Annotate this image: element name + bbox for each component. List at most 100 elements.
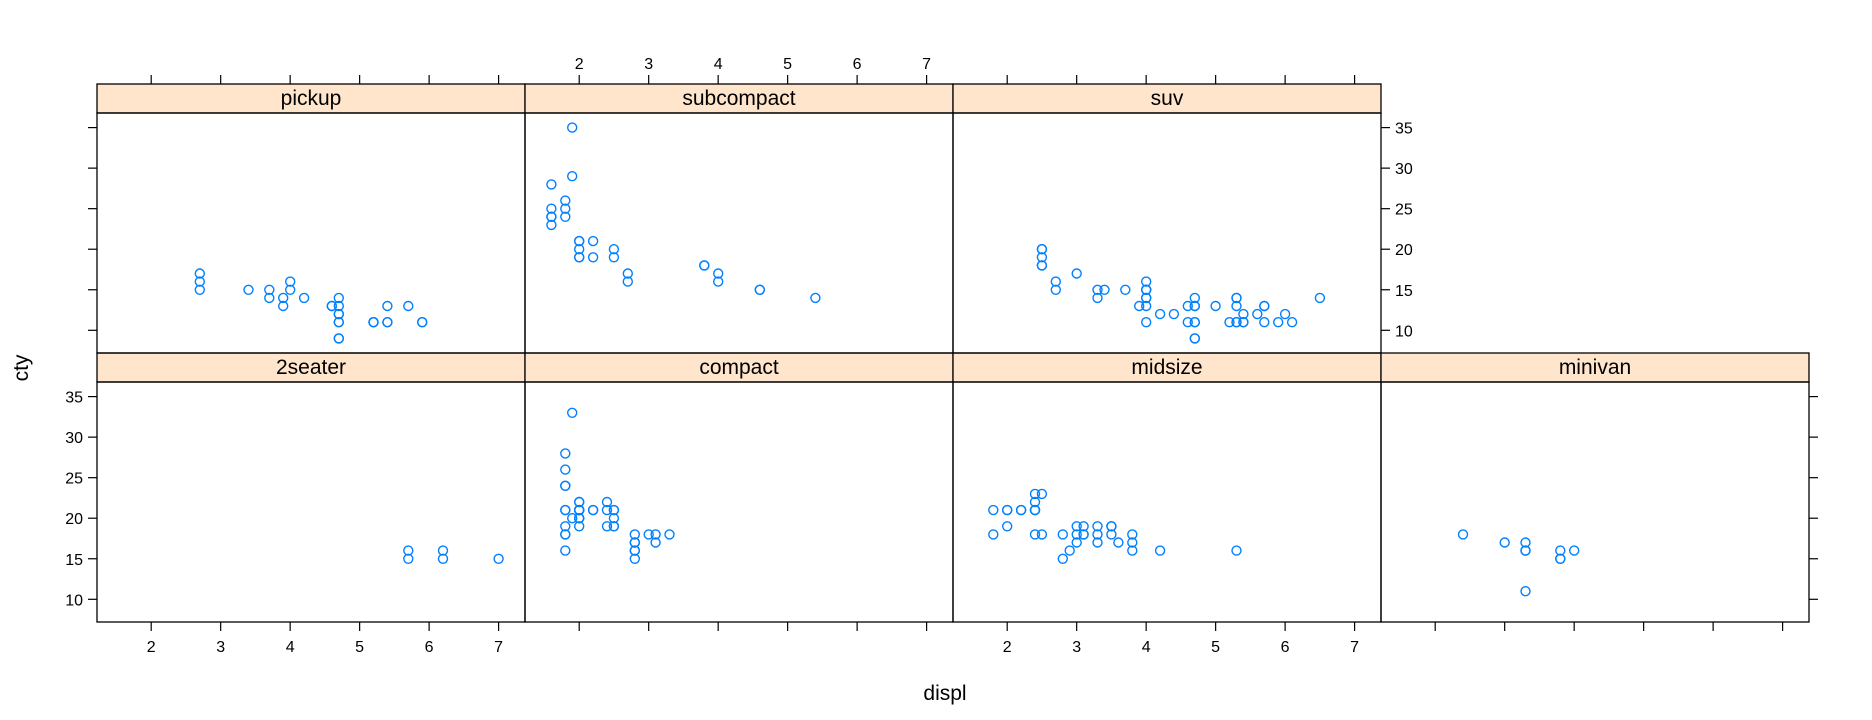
data-point <box>333 300 344 312</box>
data-point <box>601 496 613 508</box>
data-point <box>1036 252 1048 263</box>
data-point <box>713 268 724 279</box>
y-tick-label: 20 <box>65 511 83 528</box>
panel-subcompact: subcompact <box>524 83 954 354</box>
data-point <box>567 122 578 133</box>
x-tick-label: 4 <box>714 56 723 73</box>
data-point <box>1092 537 1103 548</box>
data-point <box>629 529 640 540</box>
data-point <box>650 529 661 540</box>
data-point <box>1029 504 1041 516</box>
x-tick-label: 3 <box>216 639 225 656</box>
data-point <box>546 179 557 190</box>
data-point <box>810 292 821 304</box>
y-axis-title: cty <box>10 354 33 381</box>
data-point <box>1231 317 1242 328</box>
panel-minivan: minivan <box>1380 352 1810 623</box>
data-point <box>1140 292 1152 304</box>
data-point <box>285 284 296 295</box>
strip-subcompact <box>524 83 954 114</box>
data-point <box>574 513 585 524</box>
data-point <box>298 292 310 304</box>
data-point <box>1071 537 1082 548</box>
data-point <box>1002 521 1013 532</box>
data-point <box>574 235 585 247</box>
data-point <box>403 545 414 556</box>
data-point <box>1036 529 1048 540</box>
x-tick-label: 3 <box>644 56 653 73</box>
y-tick-label: 20 <box>1395 242 1413 259</box>
panel-2seater: 2seater <box>96 352 526 623</box>
data-point <box>699 260 710 271</box>
data-point <box>1092 529 1103 540</box>
data-point <box>326 300 337 312</box>
data-point <box>1231 292 1242 304</box>
data-point <box>1189 292 1201 304</box>
data-point <box>403 300 414 312</box>
data-point <box>1106 529 1117 540</box>
x-tick-label: 4 <box>1142 639 1151 656</box>
data-point <box>629 553 640 564</box>
data-point <box>1064 545 1075 556</box>
data-point <box>1092 284 1103 295</box>
x-tick-label: 7 <box>1350 639 1359 656</box>
y-tick-label: 30 <box>1395 161 1413 178</box>
data-point <box>988 504 999 516</box>
strip-label-suv: suv <box>1151 87 1184 110</box>
y-tick-label: 15 <box>1395 283 1413 300</box>
x-tick-label: 6 <box>425 639 434 656</box>
data-point <box>1092 292 1103 304</box>
panel-frame-suv <box>952 112 1382 354</box>
strip-label-2seater: 2seater <box>276 356 346 379</box>
data-point <box>567 513 578 524</box>
data-point <box>1259 317 1270 328</box>
data-point <box>333 317 344 328</box>
data-point <box>1050 276 1062 287</box>
data-point <box>1099 284 1110 295</box>
data-point <box>1252 308 1263 320</box>
strip-minivan <box>1380 352 1810 383</box>
panel-pickup: pickup <box>96 83 526 354</box>
data-point <box>368 317 379 328</box>
data-point <box>1182 317 1194 328</box>
strip-label-compact: compact <box>699 356 779 379</box>
data-point <box>1238 317 1249 328</box>
data-point <box>560 529 571 540</box>
data-point <box>546 203 557 214</box>
data-point <box>1140 317 1152 328</box>
data-point <box>1224 317 1235 328</box>
data-point <box>601 504 613 516</box>
data-point <box>1127 529 1138 540</box>
data-point <box>1231 545 1242 556</box>
x-tick-label: 5 <box>355 639 364 656</box>
data-point <box>574 243 585 255</box>
panel-midsize: midsize <box>952 352 1382 623</box>
data-point <box>1140 284 1152 295</box>
data-point <box>1127 545 1138 556</box>
data-point <box>1555 553 1566 564</box>
data-point <box>560 448 571 459</box>
data-point <box>608 252 620 263</box>
data-point <box>1189 317 1201 328</box>
data-point <box>650 537 661 548</box>
data-point <box>264 292 275 304</box>
panel-frame-midsize <box>952 381 1382 623</box>
data-point <box>1457 529 1469 540</box>
data-point <box>1057 529 1069 540</box>
data-point <box>194 276 206 287</box>
data-point <box>560 203 571 214</box>
data-point <box>1168 308 1180 320</box>
data-point <box>574 496 585 508</box>
axes-layer: 2 3 4 5 6 7 2 3 4 5 6 7 2 3 4 5 6 7 10 15 20 25 30 35 10 15 20 25 30… <box>65 56 1818 656</box>
data-point <box>285 276 296 287</box>
x-tick-label: 5 <box>1211 639 1220 656</box>
data-point <box>278 292 289 304</box>
y-tick-label: 35 <box>65 390 83 407</box>
panel-suv: suv <box>952 83 1382 354</box>
data-point <box>1078 521 1089 532</box>
data-point <box>560 504 571 516</box>
data-point <box>560 211 571 223</box>
panels-layer: 2seater compact midsize minivan pickup subcom… <box>96 83 1810 623</box>
x-tick-label: 2 <box>147 639 156 656</box>
